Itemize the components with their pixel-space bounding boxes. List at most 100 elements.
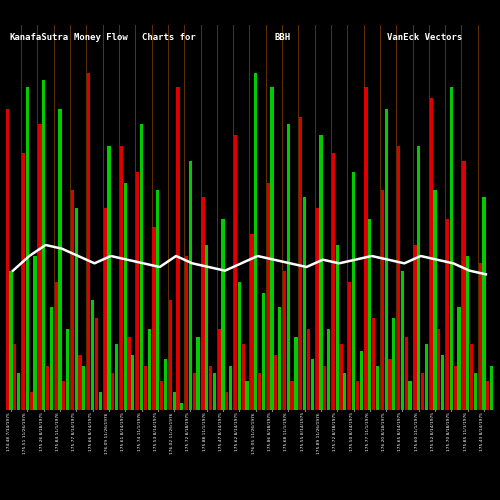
Bar bbox=[164, 358, 167, 410]
Bar bbox=[140, 124, 143, 410]
Bar bbox=[332, 154, 335, 410]
Bar bbox=[62, 380, 66, 410]
Bar bbox=[222, 220, 224, 410]
Text: KanafaSutra: KanafaSutra bbox=[10, 32, 69, 42]
Bar bbox=[303, 198, 306, 410]
Bar bbox=[482, 198, 486, 410]
Bar bbox=[71, 190, 74, 410]
Bar bbox=[424, 344, 428, 410]
Bar bbox=[352, 172, 355, 410]
Bar bbox=[54, 282, 58, 410]
Bar bbox=[397, 146, 400, 410]
Bar bbox=[364, 88, 368, 410]
Bar bbox=[458, 308, 460, 410]
Bar bbox=[307, 330, 310, 410]
Bar bbox=[13, 344, 16, 410]
Bar bbox=[131, 355, 134, 410]
Bar bbox=[320, 135, 322, 410]
Bar bbox=[91, 300, 94, 410]
Bar bbox=[388, 358, 392, 410]
Bar bbox=[22, 154, 25, 410]
Bar bbox=[98, 392, 102, 410]
Bar bbox=[417, 146, 420, 410]
Bar bbox=[152, 226, 156, 410]
Bar bbox=[258, 374, 261, 410]
Bar bbox=[408, 380, 412, 410]
Bar bbox=[6, 110, 9, 410]
Bar bbox=[176, 88, 180, 410]
Bar bbox=[434, 190, 436, 410]
Bar bbox=[148, 330, 150, 410]
Bar bbox=[144, 366, 147, 410]
Bar bbox=[327, 330, 330, 410]
Bar bbox=[42, 80, 45, 410]
Bar bbox=[82, 366, 86, 410]
Bar bbox=[250, 234, 254, 410]
Bar bbox=[290, 380, 294, 410]
Bar bbox=[450, 88, 453, 410]
Bar bbox=[430, 98, 433, 410]
Bar bbox=[384, 110, 388, 410]
Bar bbox=[168, 300, 172, 410]
Bar bbox=[490, 366, 493, 410]
Bar bbox=[478, 264, 482, 410]
Bar bbox=[115, 344, 118, 410]
Bar bbox=[242, 344, 245, 410]
Bar bbox=[454, 366, 457, 410]
Bar bbox=[26, 88, 29, 410]
Bar bbox=[124, 182, 127, 410]
Bar bbox=[316, 208, 318, 410]
Bar bbox=[136, 172, 140, 410]
Bar bbox=[278, 308, 281, 410]
Bar bbox=[209, 366, 212, 410]
Bar bbox=[343, 374, 346, 410]
Bar bbox=[270, 88, 274, 410]
Bar bbox=[262, 292, 265, 410]
Bar bbox=[380, 190, 384, 410]
Bar bbox=[340, 344, 342, 410]
Bar bbox=[283, 270, 286, 410]
Bar bbox=[111, 374, 114, 410]
Bar bbox=[78, 355, 82, 410]
Bar bbox=[172, 392, 176, 410]
Bar bbox=[185, 256, 188, 410]
Bar bbox=[404, 336, 408, 410]
Bar bbox=[10, 270, 12, 410]
Bar bbox=[474, 374, 477, 410]
Bar bbox=[189, 160, 192, 410]
Bar bbox=[46, 366, 49, 410]
Bar bbox=[128, 336, 130, 410]
Bar bbox=[50, 308, 53, 410]
Bar bbox=[38, 124, 42, 410]
Bar bbox=[108, 146, 110, 410]
Bar bbox=[299, 116, 302, 410]
Bar bbox=[392, 318, 396, 410]
Bar bbox=[180, 402, 184, 410]
Bar bbox=[212, 374, 216, 410]
Bar bbox=[95, 318, 98, 410]
Bar bbox=[414, 245, 416, 410]
Bar bbox=[120, 146, 123, 410]
Bar bbox=[368, 220, 372, 410]
Bar bbox=[17, 374, 20, 410]
Bar bbox=[438, 330, 440, 410]
Bar bbox=[372, 318, 375, 410]
Bar bbox=[323, 366, 326, 410]
Bar bbox=[234, 135, 237, 410]
Bar bbox=[238, 282, 241, 410]
Bar bbox=[30, 392, 33, 410]
Bar bbox=[104, 208, 106, 410]
Bar bbox=[87, 72, 90, 410]
Bar bbox=[356, 380, 359, 410]
Bar bbox=[196, 336, 200, 410]
Text: BBH: BBH bbox=[274, 32, 290, 42]
Bar bbox=[441, 355, 444, 410]
Text: VanEck Vectors: VanEck Vectors bbox=[387, 32, 462, 42]
Bar bbox=[466, 256, 469, 410]
Bar bbox=[266, 182, 270, 410]
Bar bbox=[160, 380, 163, 410]
Bar bbox=[226, 392, 228, 410]
Bar bbox=[336, 245, 339, 410]
Bar bbox=[156, 190, 160, 410]
Bar bbox=[376, 366, 379, 410]
